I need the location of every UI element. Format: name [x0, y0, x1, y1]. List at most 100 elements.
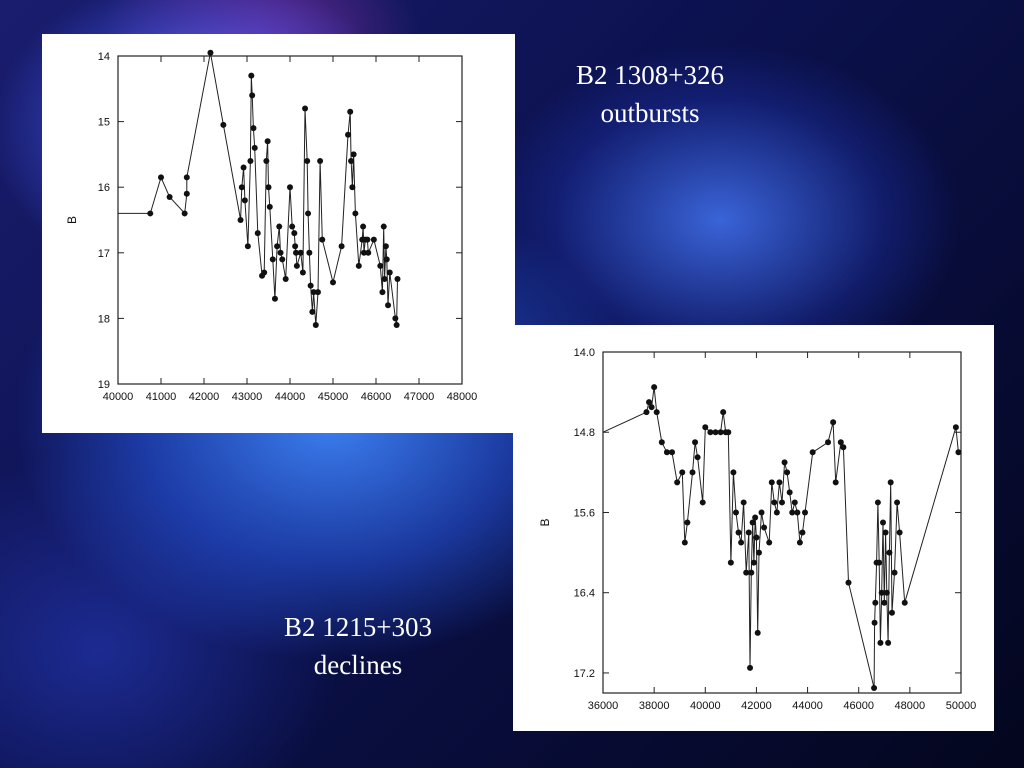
data-point	[302, 105, 309, 112]
data-point	[766, 539, 773, 546]
data-point	[287, 184, 293, 191]
data-point	[377, 262, 384, 269]
data-point	[886, 549, 893, 556]
data-point	[306, 249, 313, 256]
data-point	[282, 276, 289, 283]
data-point	[347, 108, 354, 115]
data-point	[265, 184, 272, 191]
x-tick-label: 42000	[189, 391, 220, 403]
data-point	[248, 72, 255, 79]
data-point	[643, 409, 650, 416]
data-point	[382, 243, 389, 250]
data-point	[355, 262, 362, 269]
data-point	[881, 599, 888, 606]
y-tick-label: 19	[98, 379, 110, 391]
y-tick-label: 15.6	[574, 507, 595, 519]
data-point	[684, 519, 691, 526]
data-point	[794, 509, 801, 516]
data-point	[314, 289, 321, 296]
x-tick-label: 43000	[232, 391, 263, 403]
x-tick-label: 50000	[946, 700, 977, 712]
y-tick-label: 14.0	[574, 347, 595, 359]
caption-outbursts-source: B2 1308+326	[576, 60, 724, 90]
data-point	[261, 269, 268, 276]
data-point	[745, 529, 752, 536]
data-point	[330, 279, 336, 286]
data-point	[158, 174, 164, 181]
data-point	[251, 144, 258, 151]
data-point	[758, 509, 765, 516]
x-tick-label: 36000	[588, 700, 619, 712]
data-point	[894, 499, 901, 506]
data-point	[291, 230, 298, 237]
data-point	[379, 289, 386, 296]
data-point	[779, 499, 785, 506]
data-point	[791, 499, 798, 506]
data-point	[871, 619, 878, 626]
data-point	[735, 529, 742, 536]
data-point	[648, 404, 655, 411]
data-point	[776, 479, 783, 486]
data-point	[699, 499, 706, 506]
data-point	[880, 519, 887, 526]
data-point	[955, 449, 962, 456]
data-point	[845, 579, 852, 586]
data-point	[809, 449, 816, 456]
data-point	[385, 302, 392, 309]
data-point	[694, 454, 701, 461]
data-point	[299, 269, 306, 276]
x-tick-label: 46000	[361, 391, 392, 403]
data-point	[840, 444, 847, 451]
data-point	[681, 539, 688, 546]
data-point	[240, 164, 247, 171]
data-point	[825, 439, 832, 446]
data-point	[310, 289, 317, 296]
data-point	[784, 469, 791, 476]
data-point	[380, 223, 387, 230]
data-point	[293, 262, 300, 269]
data-point	[345, 131, 352, 138]
data-point	[740, 499, 747, 506]
data-point	[702, 424, 709, 431]
data-point	[250, 125, 257, 132]
chart-panel-outbursts: 40000 41000 42000 43000 44000 45000 46000 47000…	[42, 34, 515, 433]
data-point	[878, 589, 885, 596]
data-point	[730, 469, 737, 476]
data-point	[304, 157, 311, 164]
data-point	[773, 509, 780, 516]
data-point	[181, 210, 188, 217]
y-tick-label: 17	[98, 248, 110, 260]
data-point	[293, 249, 300, 256]
data-point	[891, 569, 898, 576]
data-point	[832, 479, 839, 486]
data-point	[349, 184, 356, 191]
data-point	[309, 308, 316, 315]
data-point	[292, 243, 299, 250]
data-point	[249, 92, 256, 99]
data-point	[837, 439, 844, 446]
data-point	[386, 269, 393, 276]
data-point	[305, 210, 312, 217]
data-point	[727, 559, 734, 566]
data-point	[207, 49, 214, 56]
x-tick-label: 47000	[404, 391, 435, 403]
data-point	[370, 236, 377, 243]
y-tick-label: 18	[98, 313, 110, 325]
data-point	[381, 276, 388, 283]
data-point	[183, 190, 190, 197]
data-point	[761, 524, 768, 531]
data-point	[871, 684, 878, 691]
data-point	[166, 194, 173, 201]
data-point	[754, 629, 761, 636]
y-axis-label: B	[538, 518, 552, 526]
data-point	[653, 409, 660, 416]
series-line	[602, 387, 959, 689]
data-point	[238, 184, 245, 191]
light-curve-chart-outbursts: 40000 41000 42000 43000 44000 45000 46000 47000…	[65, 49, 477, 403]
data-point	[352, 210, 359, 217]
data-point	[247, 157, 254, 164]
data-point	[755, 549, 762, 556]
x-tick-label: 44000	[275, 391, 306, 403]
data-point	[781, 459, 788, 466]
data-point	[651, 384, 658, 391]
